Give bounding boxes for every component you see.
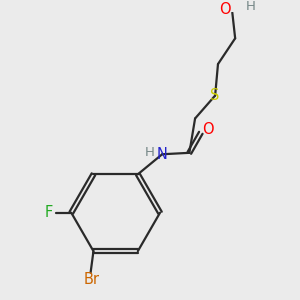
Text: S: S <box>210 88 220 103</box>
Text: O: O <box>202 122 214 137</box>
Text: N: N <box>157 147 168 162</box>
Text: Br: Br <box>83 272 100 287</box>
Text: O: O <box>219 2 231 17</box>
Text: H: H <box>246 0 256 13</box>
Text: H: H <box>144 146 154 159</box>
Text: F: F <box>44 205 52 220</box>
